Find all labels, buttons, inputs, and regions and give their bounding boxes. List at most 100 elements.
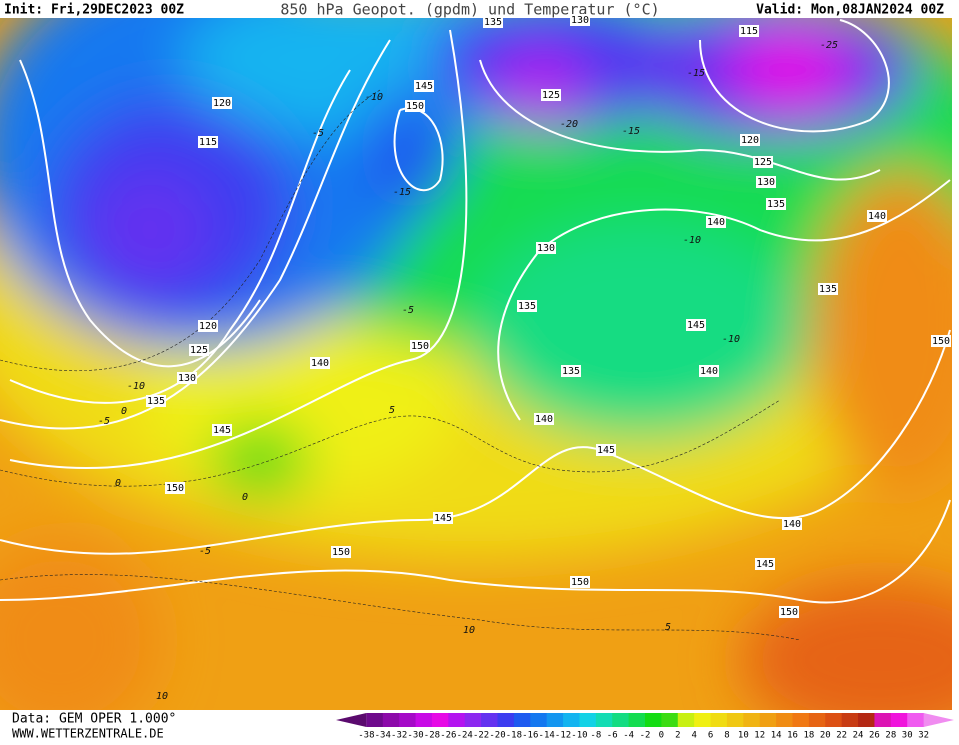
colorbar-label: 22 (836, 731, 847, 741)
colorbar-box (382, 713, 400, 727)
temperature-label: 0 (121, 406, 127, 417)
label-bg (686, 319, 706, 331)
colorbar-label: 2 (675, 731, 680, 741)
temperature-label: 5 (389, 405, 395, 416)
colorbar-label: -16 (522, 731, 538, 741)
colorbar-box (415, 713, 433, 727)
geopotential-label: 150 (406, 101, 424, 112)
temperature-label: -15 (622, 126, 640, 137)
colorbar-label: -30 (407, 731, 423, 741)
temperature-label: 0 (242, 492, 248, 503)
label-bg (740, 134, 760, 146)
temperature-label: -10 (127, 381, 145, 392)
colorbar-box (530, 713, 548, 727)
geopotential-label: 140 (535, 414, 553, 425)
geopotential-label: 125 (542, 90, 560, 101)
label-bg (541, 89, 561, 101)
colorbar-label: -34 (375, 731, 391, 741)
data-source: Data: GEM OPER 1.000° (12, 712, 176, 727)
colorbar: -38 -34 -32 -30 -28 -26 -24 -22 -20 -18 -16 -14 -12-… (336, 713, 954, 741)
temperature-label: -15 (393, 187, 411, 198)
colorbar-arrow (923, 713, 954, 727)
geopotential-label: 125 (190, 345, 208, 356)
label-bg (410, 340, 430, 352)
label-bg (699, 365, 719, 377)
colorbar-label: 4 (691, 731, 696, 741)
label-bg (596, 444, 616, 456)
colorbar-box (661, 713, 679, 727)
label-bg (212, 97, 232, 109)
label-bg (517, 300, 537, 312)
label-bg (534, 413, 554, 425)
label-bg (782, 518, 802, 530)
geopotential-label: 145 (687, 320, 705, 331)
geopotential-label: 145 (434, 513, 452, 524)
temperature-label: -10 (365, 92, 383, 103)
colorbar-box (595, 713, 613, 727)
label-bg (483, 16, 503, 28)
geopotential-label: 130 (537, 243, 555, 254)
label-bg (310, 357, 330, 369)
temperature-label: -5 (312, 128, 324, 139)
label-bg (931, 335, 951, 347)
label-bg (405, 100, 425, 112)
colorbar-box (612, 713, 630, 727)
colorbar-box (792, 713, 810, 727)
colorbar-label: -14 (539, 731, 555, 741)
colorbar-label: 16 (787, 731, 798, 741)
geopotential-label: 120 (213, 98, 231, 109)
geopotential-label: 130 (178, 373, 196, 384)
geopotential-label: 145 (415, 81, 433, 92)
colorbar-box (677, 713, 695, 727)
colorbar-box (743, 713, 761, 727)
colorbar-box (399, 713, 417, 727)
colorbar-box (759, 713, 777, 727)
label-bg (755, 558, 775, 570)
colorbar-box (874, 713, 892, 727)
label-bg (570, 576, 590, 588)
colorbar-box (841, 713, 859, 727)
colorbar-box (694, 713, 712, 727)
geopotential-label: 150 (571, 577, 589, 588)
geopotential-label: 135 (767, 199, 785, 210)
colorbar-arrow (336, 713, 367, 727)
geopotential-label: 145 (213, 425, 231, 436)
geopotential-label: 150 (166, 483, 184, 494)
geopotential-label: 135 (562, 366, 580, 377)
colorbar-label: 30 (902, 731, 913, 741)
colorbar-label: -24 (457, 731, 473, 741)
colorbar-label: -2 (640, 731, 651, 741)
label-bg (146, 395, 166, 407)
colorbar-box (776, 713, 793, 727)
temperature-label: -10 (683, 235, 701, 246)
website: WWW.WETTERZENTRALE.DE (12, 727, 164, 741)
temperature-label: 0 (115, 478, 121, 489)
label-bg (165, 482, 185, 494)
label-bg (753, 156, 773, 168)
colorbar-label: 10 (738, 731, 749, 741)
colorbar-label: -6 (607, 731, 618, 741)
colorbar-label: 20 (820, 731, 831, 741)
colorbar-label: 26 (869, 731, 880, 741)
label-bg (198, 136, 218, 148)
geopotential-label: 125 (754, 157, 772, 168)
geopotential-label: 145 (597, 445, 615, 456)
colorbar-label: -22 (473, 731, 489, 741)
colorbar-label: 0 (659, 731, 664, 741)
colorbar-box (645, 713, 662, 727)
colorbar-box (579, 713, 597, 727)
colorbar-box (563, 713, 580, 727)
label-bg (536, 242, 556, 254)
geopotential-label: 135 (147, 396, 165, 407)
colorbar-label: 6 (708, 731, 713, 741)
geopotential-label: 140 (783, 519, 801, 530)
temperature-label: -20 (560, 119, 578, 130)
temperature-label: -25 (820, 40, 838, 51)
colorbar-label: 12 (754, 731, 765, 741)
label-bg (433, 512, 453, 524)
temperature-label: 10 (463, 625, 475, 636)
temperature-label: -5 (98, 416, 110, 427)
